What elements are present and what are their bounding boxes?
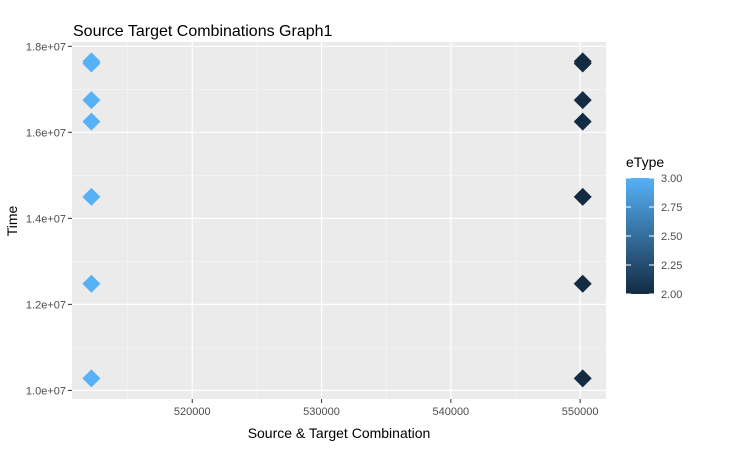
color-legend: eType 2.00 2.25 2.50 2.75 3.00 xyxy=(626,154,682,301)
y-tick-label: 1.4e+07 xyxy=(26,213,66,225)
x-tick-label: 540000 xyxy=(432,406,469,418)
chart-title: Source Target Combinations Graph1 xyxy=(73,23,333,40)
y-tick-label: 1.8e+07 xyxy=(26,41,66,53)
x-tick-label: 550000 xyxy=(562,406,599,418)
legend-tick-label: 2.25 xyxy=(661,260,682,272)
data-point xyxy=(82,369,101,388)
x-tick-label: 530000 xyxy=(303,406,340,418)
data-point xyxy=(573,54,592,73)
data-points xyxy=(82,52,592,388)
legend-tick-label: 2.50 xyxy=(661,231,682,243)
data-point xyxy=(573,274,592,293)
data-point xyxy=(82,274,101,293)
legend-tick-label: 2.75 xyxy=(661,202,682,214)
data-point xyxy=(573,91,592,110)
data-point xyxy=(573,112,592,131)
y-tick-label: 1.0e+07 xyxy=(26,385,66,397)
data-point xyxy=(82,112,101,131)
minor-gridlines xyxy=(72,42,606,399)
x-tick-label: 520000 xyxy=(174,406,211,418)
legend-tick-label: 2.00 xyxy=(661,289,682,301)
y-axis-title: Time xyxy=(4,205,20,236)
data-point xyxy=(82,91,101,110)
x-axis-ticks: 520000 530000 540000 550000 xyxy=(174,399,599,418)
y-tick-label: 1.6e+07 xyxy=(26,127,66,139)
legend-title: eType xyxy=(626,154,664,170)
data-point xyxy=(573,369,592,388)
data-point xyxy=(82,187,101,206)
data-point xyxy=(82,54,101,73)
y-tick-label: 1.2e+07 xyxy=(26,299,66,311)
legend-tick-label: 3.00 xyxy=(661,173,682,185)
data-point xyxy=(573,187,592,206)
plot-panel xyxy=(72,42,606,399)
x-axis-title: Source & Target Combination xyxy=(248,425,431,441)
legend-ticks: 2.00 2.25 2.50 2.75 3.00 xyxy=(626,173,682,301)
y-axis-ticks: 1.0e+07 1.2e+07 1.4e+07 1.6e+07 1.8e+07 xyxy=(26,41,72,397)
